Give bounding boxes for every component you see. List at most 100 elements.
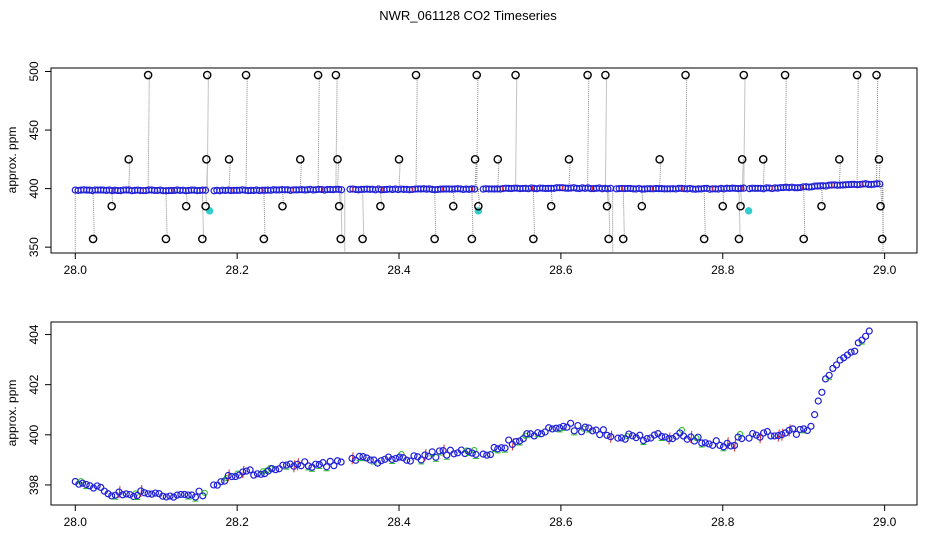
data-point bbox=[257, 470, 265, 478]
data-point bbox=[403, 456, 411, 464]
outlier-point bbox=[655, 155, 664, 164]
data-point bbox=[468, 449, 476, 457]
data-point bbox=[778, 431, 786, 439]
outlier-point bbox=[872, 70, 881, 80]
data-point bbox=[625, 430, 633, 438]
outlier-point bbox=[241, 70, 251, 80]
data-point bbox=[388, 455, 396, 464]
drop-line bbox=[784, 75, 787, 188]
data-point bbox=[210, 481, 218, 489]
data-point bbox=[239, 468, 247, 476]
data-point bbox=[435, 447, 444, 455]
data-point bbox=[180, 490, 189, 499]
data-point bbox=[556, 424, 564, 432]
bottom-y-tick-label: 402 bbox=[27, 374, 41, 394]
outlier-point bbox=[736, 201, 745, 211]
data-point bbox=[162, 493, 170, 501]
data-point bbox=[348, 454, 356, 462]
drop-line bbox=[532, 188, 536, 239]
data-point bbox=[428, 448, 436, 456]
data-point bbox=[297, 462, 305, 470]
outlier-point bbox=[799, 234, 808, 244]
top-x-tick-label: 28.4 bbox=[387, 263, 411, 277]
top-y-tick-label: 350 bbox=[27, 237, 41, 257]
data-point bbox=[322, 463, 331, 471]
data-point bbox=[730, 441, 739, 450]
outlier-point bbox=[336, 234, 346, 244]
drop-line bbox=[703, 188, 706, 239]
drop-line bbox=[738, 188, 741, 239]
drop-line bbox=[165, 190, 168, 239]
data-point bbox=[858, 336, 866, 344]
drop-line bbox=[762, 159, 765, 189]
outlier-point bbox=[201, 201, 210, 211]
data-point bbox=[221, 477, 229, 485]
data-point bbox=[301, 458, 309, 466]
top-y-tick-label: 500 bbox=[27, 61, 41, 81]
outlier-point bbox=[564, 155, 574, 164]
data-point bbox=[541, 428, 549, 436]
data-point bbox=[650, 431, 658, 439]
data-point bbox=[108, 492, 116, 500]
outlier-point bbox=[529, 234, 538, 244]
data-point bbox=[410, 452, 418, 460]
data-point bbox=[82, 480, 90, 489]
data-point bbox=[836, 356, 844, 364]
data-point bbox=[335, 185, 343, 193]
drop-line bbox=[741, 159, 744, 189]
data-point bbox=[636, 431, 644, 439]
drop-line bbox=[335, 75, 338, 190]
bottom-y-tick-label: 400 bbox=[27, 424, 41, 444]
outlier-point bbox=[546, 201, 556, 211]
data-point bbox=[596, 431, 604, 439]
outlier-point bbox=[376, 201, 385, 211]
data-point bbox=[86, 482, 94, 490]
bottom-y-tick-label: 404 bbox=[27, 324, 41, 344]
data-point bbox=[505, 436, 513, 444]
outlier-point bbox=[331, 70, 341, 80]
drop-line bbox=[228, 159, 231, 191]
data-point bbox=[140, 489, 149, 497]
drop-line bbox=[474, 159, 477, 190]
data-point bbox=[173, 491, 181, 499]
drop-line bbox=[604, 75, 608, 189]
outlier-point bbox=[313, 70, 323, 80]
data-point bbox=[738, 435, 746, 443]
data-point bbox=[242, 467, 251, 475]
bottom-x-tick-label: 28.4 bbox=[387, 515, 411, 529]
data-point bbox=[807, 422, 815, 430]
outlier-point bbox=[583, 70, 592, 80]
data-point bbox=[184, 491, 192, 499]
outlier-point bbox=[618, 234, 628, 244]
data-point bbox=[129, 492, 138, 501]
bottom-x-tick-label: 28.2 bbox=[225, 515, 249, 529]
data-point bbox=[749, 429, 757, 438]
outlier-point bbox=[472, 70, 482, 80]
outlier-point bbox=[876, 201, 885, 211]
data-point bbox=[705, 440, 713, 448]
outlier-point bbox=[602, 201, 612, 211]
data-point bbox=[534, 429, 542, 437]
data-point bbox=[803, 426, 811, 435]
data-point bbox=[832, 361, 841, 369]
data-point bbox=[326, 457, 334, 465]
data-point bbox=[268, 465, 276, 473]
data-point bbox=[271, 466, 280, 474]
outlier-point bbox=[161, 234, 171, 244]
data-point bbox=[851, 347, 859, 355]
drop-line bbox=[876, 75, 879, 184]
outlier-point bbox=[143, 70, 153, 80]
data-point bbox=[876, 180, 884, 188]
drop-line bbox=[568, 159, 571, 189]
bottom-x-tick-label: 29.0 bbox=[873, 515, 897, 529]
data-point bbox=[865, 327, 873, 335]
outlier-point bbox=[202, 155, 211, 164]
bottom-y-axis-title: approx. ppm bbox=[5, 380, 19, 447]
outlier-point bbox=[737, 155, 747, 164]
drop-line bbox=[622, 188, 625, 239]
data-point bbox=[137, 487, 145, 495]
bottom-x-tick-label: 28.6 bbox=[549, 515, 573, 529]
data-point bbox=[151, 489, 160, 497]
data-point bbox=[599, 426, 607, 434]
